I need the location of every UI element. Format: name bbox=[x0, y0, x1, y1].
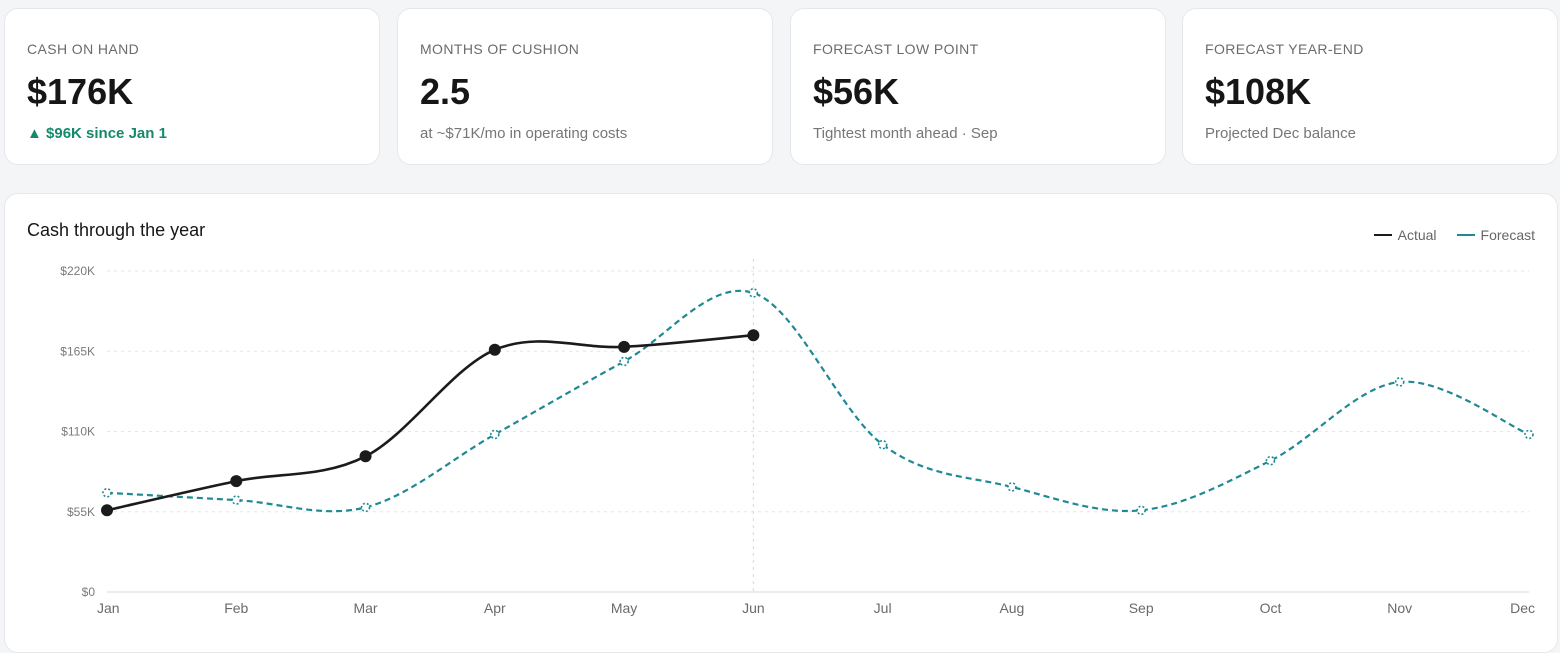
legend-item-actual[interactable]: Actual bbox=[1373, 227, 1437, 243]
actual-point[interactable] bbox=[101, 504, 113, 517]
forecast-point[interactable] bbox=[1265, 455, 1276, 466]
kpi-value: 2.5 bbox=[420, 71, 471, 112]
x-tick-label: Oct bbox=[1260, 600, 1282, 616]
y-tick-label: $0 bbox=[82, 585, 96, 599]
legend-swatch-forecast bbox=[1456, 234, 1475, 236]
kpi-card-months-of-cushion: MONTHS OF CUSHION 2.5 at ~$71K/mo in ope… bbox=[397, 8, 773, 165]
series-line-forecast bbox=[106, 289, 1530, 513]
forecast-point[interactable] bbox=[1007, 482, 1017, 492]
kpi-card-cash-on-hand: CASH ON HAND $176K ▲ $96K since Jan 1 bbox=[4, 8, 380, 165]
forecast-point[interactable] bbox=[1524, 429, 1534, 440]
kpi-subtext: Projected Dec balance bbox=[1205, 125, 1356, 142]
y-tick-label: $165K bbox=[60, 344, 95, 358]
kpi-subtext: Tightest month ahead · Sep bbox=[813, 125, 998, 142]
forecast-point[interactable] bbox=[231, 495, 242, 505]
x-tick-label: Mar bbox=[353, 600, 377, 616]
actual-point[interactable] bbox=[488, 343, 501, 356]
legend-item-forecast[interactable]: Forecast bbox=[1456, 227, 1535, 243]
actual-point[interactable] bbox=[359, 450, 372, 463]
kpi-value: $56K bbox=[813, 71, 900, 112]
y-tick-label: $110K bbox=[61, 425, 95, 439]
y-tick-label: $55K bbox=[67, 505, 95, 519]
series-line-actual bbox=[106, 333, 754, 512]
kpi-delta: ▲ $96K since Jan 1 bbox=[27, 125, 167, 142]
x-tick-label: Sep bbox=[1129, 600, 1154, 616]
kpi-value: $108K bbox=[1205, 71, 1312, 112]
legend-label-actual: Actual bbox=[1397, 227, 1437, 243]
chart-legend: Actual Forecast bbox=[1373, 227, 1535, 243]
actual-point[interactable] bbox=[747, 329, 760, 342]
legend-label-forecast: Forecast bbox=[1480, 227, 1535, 243]
chart-title: Cash through the year bbox=[27, 220, 206, 240]
forecast-point[interactable] bbox=[102, 487, 112, 498]
actual-point[interactable] bbox=[618, 340, 631, 353]
chart-card: $0 $55K $110K $165K $220K Jan Feb Mar Apr May Jun J… bbox=[4, 193, 1558, 653]
forecast-point[interactable] bbox=[490, 429, 500, 440]
x-tick-label: May bbox=[611, 600, 637, 616]
x-tick-label: Feb bbox=[224, 600, 248, 616]
kpi-label: MONTHS OF CUSHION bbox=[420, 41, 580, 57]
kpi-value: $176K bbox=[27, 71, 134, 112]
y-tick-label: $220K bbox=[60, 264, 95, 278]
kpi-label: CASH ON HAND bbox=[27, 41, 140, 57]
forecast-point[interactable] bbox=[1394, 377, 1405, 387]
actual-point[interactable] bbox=[230, 475, 243, 488]
kpi-label: FORECAST YEAR-END bbox=[1205, 41, 1364, 57]
x-tick-label: Dec bbox=[1510, 600, 1535, 616]
x-tick-label: Aug bbox=[999, 600, 1024, 616]
kpi-label: FORECAST LOW POINT bbox=[813, 41, 979, 57]
x-tick-label: Apr bbox=[484, 600, 506, 616]
forecast-point[interactable] bbox=[877, 439, 888, 450]
forecast-point[interactable] bbox=[1136, 505, 1146, 516]
x-tick-label: Jul bbox=[874, 600, 892, 616]
x-tick-label: Nov bbox=[1387, 600, 1412, 616]
kpi-card-forecast-year-end: FORECAST YEAR-END $108K Projected Dec ba… bbox=[1182, 8, 1558, 165]
kpi-card-forecast-low-point: FORECAST LOW POINT $56K Tightest month a… bbox=[790, 8, 1166, 165]
legend-swatch-actual bbox=[1373, 234, 1392, 236]
forecast-point[interactable] bbox=[748, 288, 759, 298]
x-tick-label: Jun bbox=[742, 600, 765, 616]
forecast-point[interactable] bbox=[619, 356, 629, 367]
kpi-subtext: at ~$71K/mo in operating costs bbox=[420, 125, 628, 142]
x-tick-label: Jan bbox=[97, 600, 120, 616]
forecast-point[interactable] bbox=[360, 502, 371, 513]
cash-line-chart: $0 $55K $110K $165K $220K Jan Feb Mar Apr May Jun J… bbox=[60, 259, 1535, 616]
